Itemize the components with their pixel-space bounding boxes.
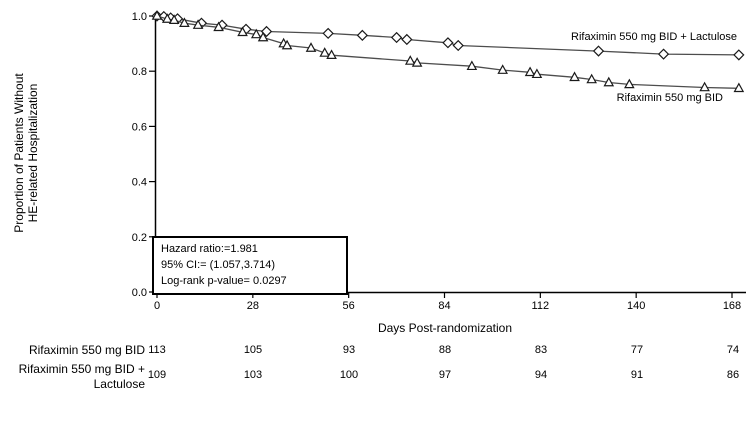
risk-count: 93	[342, 344, 356, 356]
risk-row-label-bid: Rifaximin 550 mg BID	[28, 343, 145, 357]
risk-count: 109	[147, 369, 167, 381]
triangle-marker	[733, 82, 745, 93]
risk-count: 83	[534, 344, 548, 356]
triangle-marker	[250, 28, 262, 39]
triangle-marker	[319, 47, 331, 57]
triangle-marker	[257, 31, 269, 42]
risk-count: 103	[243, 369, 263, 381]
triangle-marker	[237, 26, 248, 37]
triangle-marker	[404, 55, 416, 65]
y-tick-label: 0.8	[132, 66, 147, 78]
x-axis-title: Days Post-randomization	[377, 321, 513, 335]
triangle-marker	[411, 57, 423, 67]
x-tick-label: 112	[532, 300, 550, 312]
x-tick-label: 56	[343, 300, 355, 312]
diamond-marker	[733, 49, 745, 61]
y-tick-label: 0.2	[132, 232, 147, 244]
triangle-marker	[281, 39, 293, 50]
triangle-marker	[699, 81, 710, 92]
triangle-marker	[586, 73, 597, 84]
y-tick-label: 0.6	[132, 121, 147, 133]
triangle-marker	[192, 19, 204, 29]
risk-count: 88	[438, 344, 452, 356]
x-tick-label: 168	[723, 300, 741, 312]
diamond-marker	[592, 45, 605, 57]
risk-count: 105	[243, 344, 263, 356]
confidence-interval-text: 95% CI:= (1.057,3.714)	[161, 259, 276, 271]
diamond-marker	[390, 31, 403, 44]
series-label-lactulose-combo: Rifaximin 550 mg BID + Lactulose	[571, 31, 737, 43]
risk-count: 94	[534, 369, 548, 381]
triangle-marker	[603, 76, 615, 87]
triangle-marker	[497, 64, 509, 74]
y-axis-title: Proportion of Patients Without HE-relate…	[12, 3, 42, 303]
y-axis-title-line1: Proportion of Patients Without	[12, 73, 26, 233]
y-tick-label: 0.0	[132, 287, 147, 299]
triangle-marker	[161, 13, 173, 23]
triangle-marker	[524, 66, 536, 77]
diamond-marker	[356, 29, 369, 41]
triangle-marker	[213, 21, 224, 32]
triangle-marker	[466, 60, 478, 71]
statistics-annotation-box: Hazard ratio:=1.981 95% CI:= (1.057,3.71…	[152, 236, 348, 295]
triangle-marker	[326, 49, 337, 59]
risk-count: 100	[339, 369, 359, 381]
x-tick-label: 84	[438, 300, 450, 312]
hazard-ratio-text: Hazard ratio:=1.981	[161, 243, 258, 255]
diamond-marker	[657, 48, 670, 60]
x-tick-label: 28	[247, 300, 259, 312]
km-plot-canvas: 0.0 0.2 0.4 0.6 0.8 1.0 0 28 56 84 112 140 168	[132, 10, 746, 312]
diamond-marker	[322, 27, 334, 40]
risk-count: 74	[726, 344, 740, 356]
y-tick-label: 0.4	[132, 177, 147, 189]
risk-count: 77	[630, 344, 644, 356]
y-tick-label: 1.0	[132, 11, 147, 23]
diamond-marker	[452, 39, 464, 52]
triangle-marker	[305, 42, 317, 52]
y-axis-title-line2: HE-related Hospitalization	[26, 83, 40, 223]
triangle-marker	[569, 71, 580, 82]
diamond-marker	[442, 37, 454, 49]
diamond-marker	[401, 33, 413, 46]
triangle-marker	[168, 14, 180, 24]
log-rank-pvalue-text: Log-rank p-value= 0.0297	[161, 275, 287, 287]
risk-count: 91	[630, 369, 644, 381]
risk-count: 86	[726, 369, 740, 381]
risk-count: 113	[148, 344, 166, 356]
risk-count: 97	[438, 369, 452, 381]
risk-row-label-bid-lactulose: Rifaximin 550 mg BID + Lactulose	[18, 362, 145, 391]
triangle-marker	[531, 68, 543, 79]
triangle-marker	[179, 17, 190, 27]
x-tick-label: 0	[154, 300, 160, 312]
triangle-marker	[624, 78, 635, 89]
x-tick-label: 140	[627, 300, 645, 312]
triangle-marker	[151, 10, 163, 20]
series-label-bid-only: Rifaximin 550 mg BID	[616, 92, 723, 104]
